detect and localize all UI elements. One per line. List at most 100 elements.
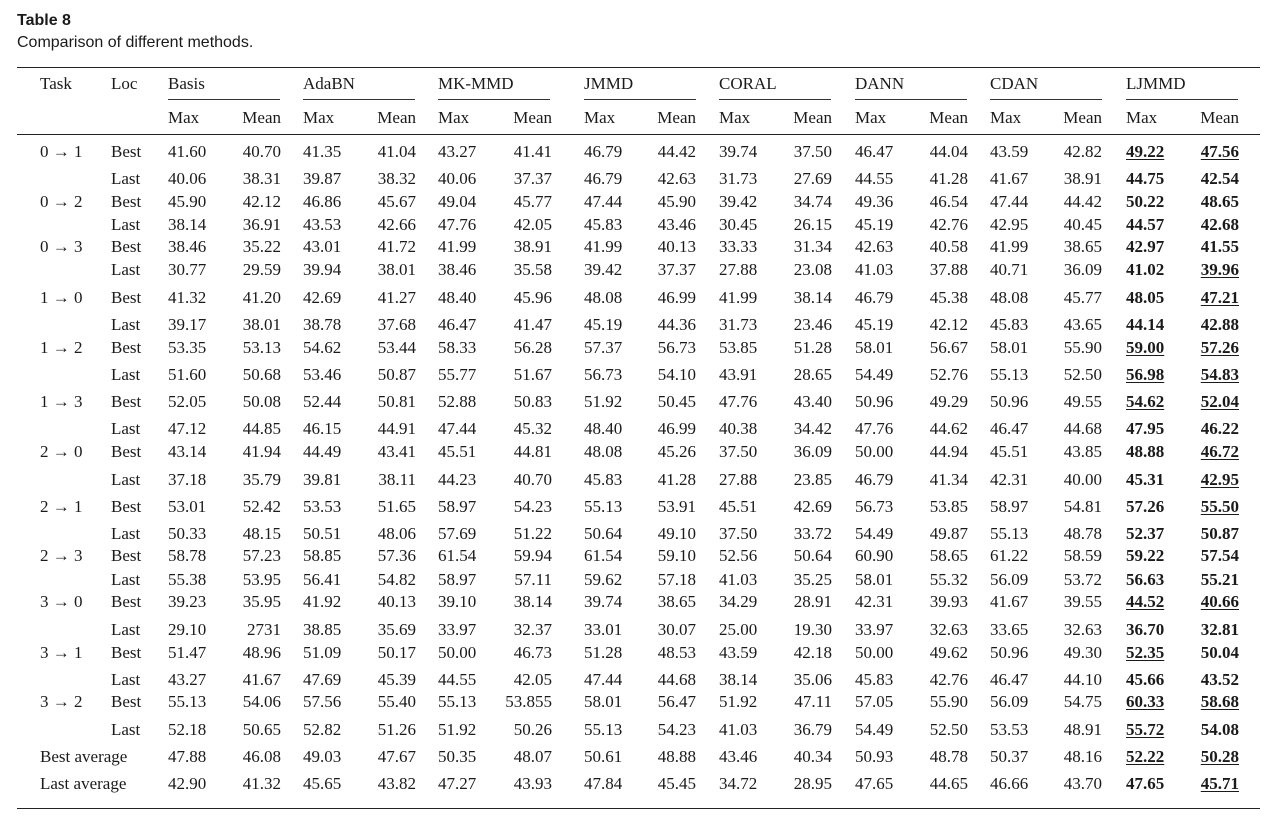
table-cell: 50.96 (990, 643, 1029, 662)
table-cell: 47.44 (990, 192, 1029, 211)
table-cell: 40.45 (1063, 215, 1102, 234)
table-cell: 53.46 (303, 365, 342, 384)
table-cell: 42.31 (855, 592, 894, 611)
table-cell: 43.59 (990, 142, 1029, 161)
header-method-dann: DANN (855, 74, 905, 93)
table-cell: 36.09 (793, 442, 832, 461)
table-cell: 45.65 (303, 774, 342, 793)
table-cell: 41.34 (929, 470, 968, 489)
table-cell: 58.85 (303, 546, 342, 565)
table-cell: 41.72 (377, 237, 416, 256)
table-cell: 54.82 (377, 570, 416, 589)
row-task: 0 → 3 (40, 237, 83, 256)
table-cell: 35.69 (377, 620, 416, 639)
table-cell: 47.27 (438, 774, 477, 793)
table-cell: 54.62 (303, 338, 342, 357)
table-cell: 61.22 (990, 546, 1029, 565)
table-cell: 46.47 (855, 142, 894, 161)
table-cell: 60.33 (1126, 692, 1165, 711)
table-cell: 44.57 (1126, 215, 1165, 234)
table-cell: 36.79 (793, 720, 832, 739)
table-cell: 49.30 (1063, 643, 1102, 662)
table-cell: 45.83 (990, 315, 1029, 334)
table-cell: 53.44 (377, 338, 416, 357)
table-cell: 42.88 (1200, 315, 1239, 334)
table-cell: 55.40 (377, 692, 416, 711)
table-cell: 41.28 (657, 470, 696, 489)
table-cell: 45.19 (855, 315, 894, 334)
table-cell: 48.06 (377, 524, 416, 543)
table-cell: 41.03 (719, 570, 758, 589)
table-cell: 54.10 (657, 365, 696, 384)
table-cell: 38.14 (513, 592, 552, 611)
table-cell: 34.29 (719, 592, 758, 611)
table-cell: 50.68 (242, 365, 281, 384)
table-cell: 38.78 (303, 315, 342, 334)
table-cell: 46.47 (990, 419, 1029, 438)
table-cell: 55.90 (929, 692, 968, 711)
table-cell: 57.37 (584, 338, 623, 357)
table-cell: 37.68 (377, 315, 416, 334)
table-cell: 41.20 (242, 288, 281, 307)
table-cell: 36.70 (1126, 620, 1165, 639)
header-rule (17, 134, 1260, 135)
header-mean: Mean (1200, 108, 1239, 127)
table-cell: 45.96 (513, 288, 552, 307)
row-loc: Last (111, 570, 141, 589)
table-cell: 46.72 (1200, 442, 1239, 461)
table-cell: 40.00 (1063, 470, 1102, 489)
table-cell: 19.30 (793, 620, 832, 639)
header-max: Max (990, 108, 1022, 127)
table-cell: 52.56 (719, 546, 758, 565)
table-cell: 52.05 (168, 392, 207, 411)
table-cell: 58.01 (855, 338, 894, 357)
header-loc: Loc (111, 74, 138, 93)
table-cell: 28.65 (793, 365, 832, 384)
row-loc: Best (111, 442, 142, 461)
header-max: Max (1126, 108, 1158, 127)
table-cell: 47.95 (1126, 419, 1165, 438)
table-cell: 47.84 (584, 774, 623, 793)
header-mean: Mean (377, 108, 416, 127)
table-cell: 51.60 (168, 365, 207, 384)
table-cell: 39.10 (438, 592, 477, 611)
table-cell: 45.77 (1063, 288, 1102, 307)
table-cell: 52.04 (1200, 392, 1239, 411)
table-cell: 42.95 (1200, 470, 1239, 489)
table-cell: 58.33 (438, 338, 477, 357)
table-cell: 47.88 (168, 747, 207, 766)
table-caption: Table 8 Comparison of different methods. (17, 10, 253, 54)
table-cell: 45.83 (855, 670, 894, 689)
table-cell: 45.38 (929, 288, 968, 307)
header-method-adabn: AdaBN (303, 74, 355, 93)
table-cell: 43.65 (1063, 315, 1102, 334)
bottom-rule (17, 808, 1260, 809)
table-cell: 55.77 (438, 365, 477, 384)
table-cell: 47.65 (855, 774, 894, 793)
table-cell: 59.94 (513, 546, 552, 565)
table-cell: 43.46 (657, 215, 696, 234)
table-cell: 56.73 (855, 497, 894, 516)
table-cell: 44.36 (657, 315, 696, 334)
table-cell: 38.14 (793, 288, 832, 307)
table-cell: 45.19 (584, 315, 623, 334)
table-cell: 51.67 (513, 365, 552, 384)
table-cell: 57.11 (514, 570, 552, 589)
table-cell: 44.68 (1063, 419, 1102, 438)
table-cell: 41.03 (855, 260, 894, 279)
table-cell: 47.12 (168, 419, 207, 438)
table-cell: 51.92 (584, 392, 623, 411)
table-cell: 44.55 (855, 169, 894, 188)
table-cell: 44.42 (657, 142, 696, 161)
header-method-jmmd: JMMD (584, 74, 634, 93)
table-cell: 44.10 (1063, 670, 1102, 689)
table-cell: 52.18 (168, 720, 207, 739)
table-cell: 51.26 (377, 720, 416, 739)
table-cell: 32.63 (929, 620, 968, 639)
table-cell: 38.11 (378, 470, 416, 489)
table-cell: 45.26 (657, 442, 696, 461)
table-cell: 45.51 (719, 497, 758, 516)
table-cell: 40.06 (168, 169, 207, 188)
table-cell: 51.65 (377, 497, 416, 516)
table-cell: 41.92 (303, 592, 342, 611)
